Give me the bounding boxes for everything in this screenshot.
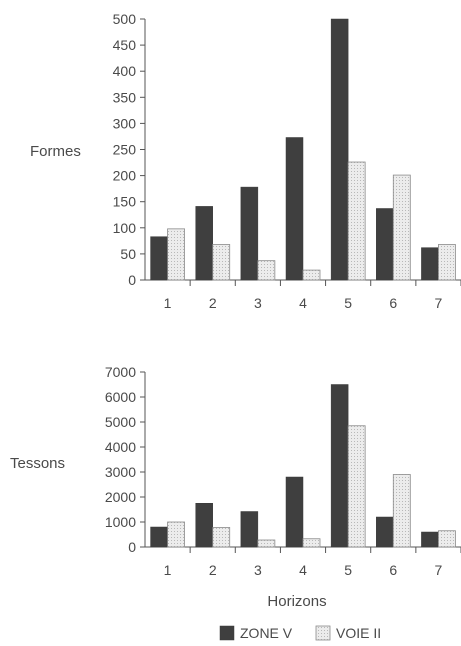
- y-tick-label: 7000: [105, 364, 136, 380]
- y-tick-label: 450: [113, 37, 137, 53]
- y-tick-label: 350: [113, 89, 137, 105]
- y-tick-label: 50: [120, 246, 136, 262]
- bar-voie-ii-5: [347, 425, 366, 548]
- legend-label-zone-v: ZONE V: [240, 625, 293, 641]
- chart-formes: Formes 0 50 100 150 200 250 300 350 400 450 500 1 2 3…: [30, 11, 461, 311]
- bar-voie-ii-2: [212, 244, 231, 281]
- y-axis-label-tessons: Tessons: [10, 455, 65, 472]
- x-tick-label: 5: [344, 562, 352, 578]
- bar-zone-v-4: [285, 476, 304, 548]
- bar-zone-v-1: [150, 236, 168, 281]
- y-tick-label: 250: [113, 142, 137, 158]
- bar-voie-ii-4: [302, 538, 321, 548]
- bar-zone-v-4: [285, 137, 304, 281]
- y-tick-label: 300: [113, 115, 137, 131]
- x-tick-label: 2: [209, 562, 217, 578]
- bar-zone-v-3: [240, 511, 259, 548]
- x-tick-label: 3: [254, 562, 262, 578]
- x-tick-label: 7: [435, 562, 443, 578]
- y-tick-label: 400: [113, 63, 137, 79]
- bar-zone-v-7: [421, 531, 439, 548]
- bar-voie-ii-1: [167, 521, 185, 548]
- bar-voie-ii-5: [347, 161, 366, 281]
- x-tick-label: 5: [344, 295, 352, 311]
- bar-voie-ii-6: [392, 174, 411, 281]
- x-tick-label: 6: [389, 295, 397, 311]
- legend-label-voie-ii: VOIE II: [336, 625, 381, 641]
- y-tick-label: 0: [128, 539, 136, 555]
- y-tick-label: 4000: [105, 439, 136, 455]
- x-tick-label: 1: [164, 295, 172, 311]
- legend-swatch-voie-ii: [315, 625, 331, 641]
- y-tick-label: 2000: [105, 489, 136, 505]
- x-tick-label: 7: [435, 295, 443, 311]
- bar-zone-v-6: [376, 516, 394, 548]
- bar-zone-v-6: [376, 208, 394, 281]
- y-tick-label: 0: [128, 272, 136, 288]
- y-tick-label: 200: [113, 168, 137, 184]
- bar-zone-v-7: [421, 247, 439, 281]
- bar-zone-v-1: [150, 526, 168, 548]
- x-axis-label-horizons: Horizons: [267, 593, 326, 610]
- bar-voie-ii-1: [167, 228, 185, 281]
- bar-voie-ii-2: [212, 527, 231, 548]
- bar-zone-v-2: [195, 503, 213, 548]
- x-tick-label: 1: [164, 562, 172, 578]
- x-tick-label: 3: [254, 295, 262, 311]
- y-axis-label-formes: Formes: [30, 143, 81, 160]
- y-tick-label: 5000: [105, 414, 136, 430]
- legend-swatch-zone-v: [219, 625, 235, 641]
- bar-voie-ii-6: [392, 474, 411, 548]
- y-tick-label: 100: [113, 220, 137, 236]
- y-tick-label: 500: [113, 11, 137, 27]
- bar-zone-v-2: [195, 206, 213, 281]
- y-tick-label: 3000: [105, 464, 136, 480]
- chart-tessons: Tessons Horizons 0 1000 2000 3000 4000 5000 60…: [10, 364, 461, 610]
- x-tick-label: 4: [299, 562, 307, 578]
- bar-voie-ii-3: [257, 260, 276, 281]
- x-tick-label: 2: [209, 295, 217, 311]
- y-tick-label: 150: [113, 194, 137, 210]
- bar-voie-ii-4: [302, 269, 321, 281]
- bar-voie-ii-7: [438, 530, 456, 548]
- bar-voie-ii-7: [438, 244, 456, 281]
- y-tick-label: 1000: [105, 514, 136, 530]
- bar-voie-ii-3: [257, 539, 276, 548]
- bar-zone-v-5: [330, 18, 349, 281]
- bar-zone-v-3: [240, 186, 259, 281]
- bar-zone-v-5: [330, 384, 349, 548]
- x-tick-label: 4: [299, 295, 307, 311]
- legend: ZONE V VOIE II: [219, 625, 381, 641]
- x-tick-label: 6: [389, 562, 397, 578]
- y-tick-label: 6000: [105, 389, 136, 405]
